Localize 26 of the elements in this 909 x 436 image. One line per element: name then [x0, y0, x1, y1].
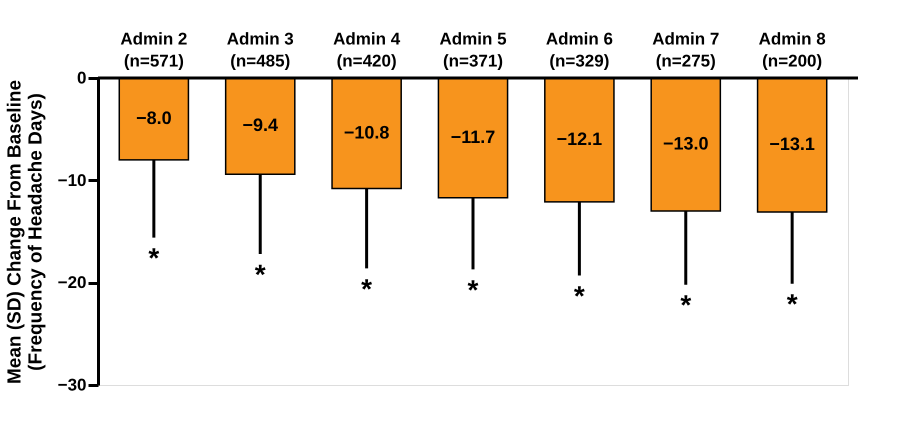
x-tick-label: Admin 6 (n=329): [546, 30, 613, 70]
x-tick-label: Admin 5 (n=371): [439, 30, 507, 70]
data-label: −9.4: [242, 115, 278, 136]
y-tick-label: −10: [58, 170, 86, 190]
data-label: −10.8: [344, 122, 390, 142]
y-tick-label: 0: [77, 68, 86, 88]
y-axis-title: Mean (SD) Change From Baseline (Frequency of Headache Days): [4, 80, 47, 384]
data-label: −13.1: [769, 134, 815, 154]
x-tick-label: Admin 7 (n=275): [652, 30, 720, 70]
annotation: *: [254, 259, 266, 290]
x-tick-label: Admin 3 (n=485): [226, 30, 294, 70]
y-tick-label: −20: [58, 273, 86, 292]
x-tick-label: Admin 2 (n=571): [120, 30, 188, 70]
data-label: −13.0: [662, 134, 709, 154]
x-tick-label: Admin 8 (n=200): [758, 30, 826, 70]
data-label: −12.1: [556, 128, 602, 149]
x-tick-label: Admin 4 (n=420): [333, 30, 401, 70]
annotation: *: [148, 242, 160, 274]
data-label: −8.0: [136, 108, 172, 128]
annotation: *: [786, 288, 798, 320]
data-label: −11.7: [450, 126, 496, 147]
annotation: *: [468, 274, 479, 306]
annotation: *: [680, 290, 692, 321]
annotation: *: [361, 273, 372, 304]
annotation: *: [574, 280, 585, 312]
y-tick-label: −30: [58, 376, 86, 394]
